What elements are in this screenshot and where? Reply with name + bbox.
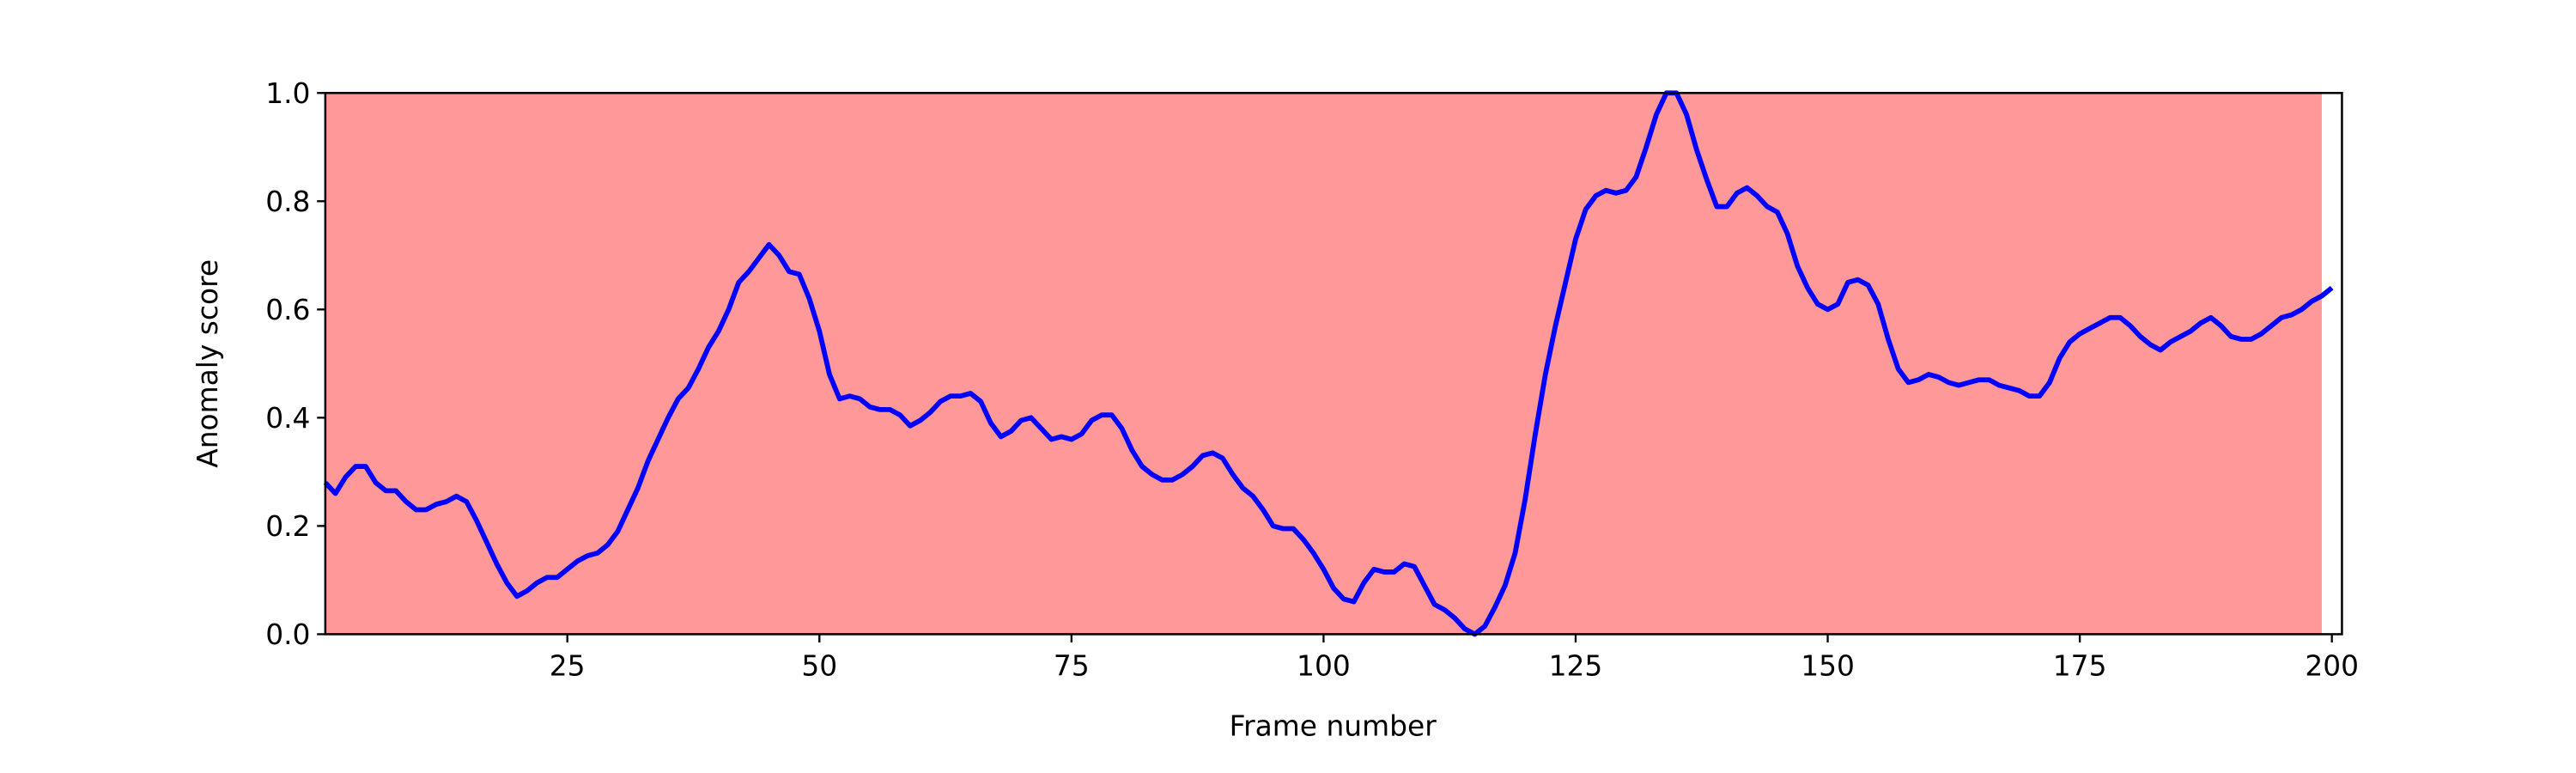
x-tick-label: 100 xyxy=(1297,649,1351,683)
x-tick-label: 25 xyxy=(550,649,586,683)
y-axis-label: Anomaly score xyxy=(191,259,224,468)
y-tick-label: 0.2 xyxy=(265,509,310,543)
x-tick-label: 125 xyxy=(1549,649,1603,683)
y-tick-label: 0.4 xyxy=(265,401,310,435)
y-tick-label: 0.6 xyxy=(265,293,310,326)
axes-frame xyxy=(324,91,2343,636)
y-tick-label: 1.0 xyxy=(265,76,310,110)
shaded-span xyxy=(325,93,2322,635)
x-tick-label: 75 xyxy=(1054,649,1090,683)
x-tick-label: 200 xyxy=(2305,649,2359,683)
y-tick-label: 0.0 xyxy=(265,618,310,651)
x-axis-label: Frame number xyxy=(1230,709,1437,742)
x-tick-label: 175 xyxy=(2053,649,2107,683)
x-tick-label: 150 xyxy=(1801,649,1855,683)
data-line xyxy=(323,90,2334,637)
x-tick-label: 50 xyxy=(801,649,837,683)
y-tick-label: 0.8 xyxy=(265,185,310,218)
